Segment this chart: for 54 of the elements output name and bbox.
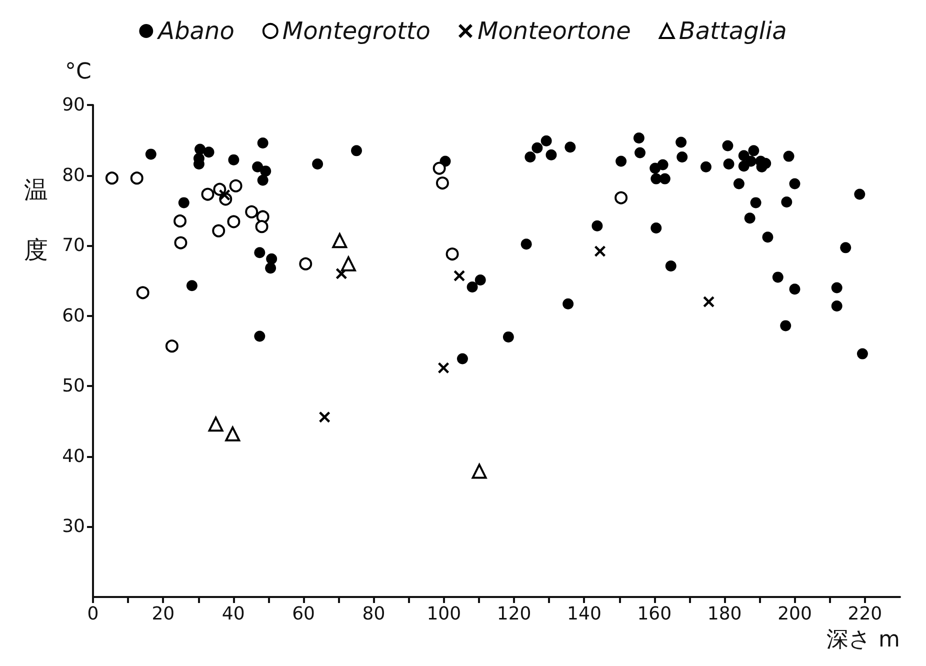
point xyxy=(703,296,714,308)
y-tick-label: 30 xyxy=(62,516,85,538)
x-tick-label: 160 xyxy=(637,604,672,624)
point xyxy=(105,172,118,185)
x-tick-label: 200 xyxy=(778,604,812,624)
point xyxy=(594,246,606,257)
point xyxy=(212,224,226,238)
legend-label: Abano xyxy=(156,17,234,45)
legend-label: Monteortone xyxy=(477,17,631,45)
point xyxy=(136,286,150,300)
x-tick-label: 120 xyxy=(496,604,532,624)
y-tick-label: 70 xyxy=(62,235,85,256)
point xyxy=(225,426,240,442)
point xyxy=(454,270,465,282)
point xyxy=(472,464,487,479)
x-axis-title: 深さ m xyxy=(826,628,900,652)
point xyxy=(255,220,268,234)
legend-label: Battaglia xyxy=(678,17,787,45)
point xyxy=(165,340,178,353)
point xyxy=(299,257,312,270)
legend-label: Montegrotto xyxy=(282,17,430,45)
point xyxy=(446,248,459,261)
x-tick-label: 180 xyxy=(707,604,742,624)
point xyxy=(229,179,242,192)
y-tick-label: 80 xyxy=(62,164,85,186)
point xyxy=(319,412,330,423)
text: 温度 xyxy=(24,176,48,264)
point xyxy=(219,189,230,200)
point xyxy=(436,176,449,190)
x-tick-label: 40 xyxy=(222,604,245,624)
point xyxy=(245,205,258,218)
point xyxy=(130,172,144,185)
point xyxy=(340,256,356,272)
point xyxy=(438,362,450,374)
point xyxy=(208,416,224,432)
point xyxy=(432,162,446,175)
point xyxy=(174,236,188,250)
x-tick-label: 140 xyxy=(567,604,602,624)
x-tick-label: 220 xyxy=(848,604,882,624)
point xyxy=(174,214,187,228)
text: °C xyxy=(65,60,92,84)
x-tick-label: 0 xyxy=(87,604,99,624)
y-tick-label: 50 xyxy=(62,376,85,397)
y-tick-label: 40 xyxy=(62,446,85,467)
point xyxy=(614,191,628,204)
x-tick-label: 60 xyxy=(292,604,315,624)
point xyxy=(332,233,348,248)
y-tick-label: 60 xyxy=(62,305,85,326)
x-tick-label: 100 xyxy=(426,604,462,624)
point xyxy=(227,215,240,228)
y-tick-label: 90 xyxy=(62,94,85,116)
x-tick-label: 20 xyxy=(152,604,175,624)
x-tick-label: 80 xyxy=(362,604,386,624)
point xyxy=(201,188,214,201)
